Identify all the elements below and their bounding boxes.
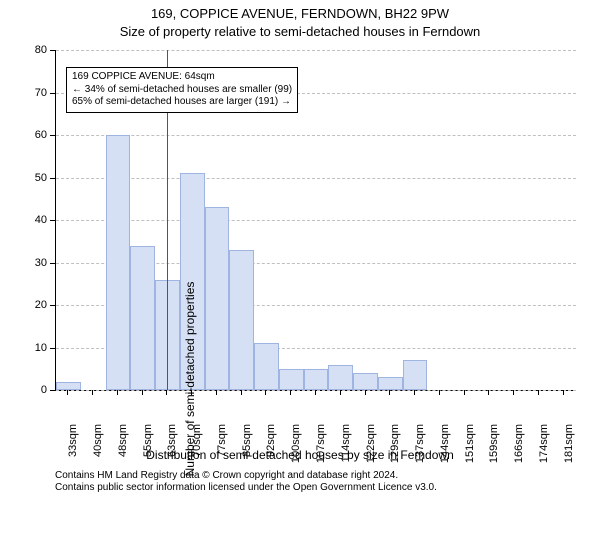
x-tick bbox=[117, 390, 118, 395]
y-tick bbox=[50, 50, 55, 51]
x-tick-label: 174sqm bbox=[538, 424, 550, 470]
y-tick-label: 30 bbox=[21, 257, 47, 269]
x-tick-label: 181sqm bbox=[563, 424, 575, 470]
histogram-bar bbox=[279, 369, 304, 390]
x-tick-label: 114sqm bbox=[340, 424, 352, 470]
x-tick bbox=[389, 390, 390, 395]
x-tick-label: 77sqm bbox=[216, 424, 228, 470]
y-tick-label: 50 bbox=[21, 172, 47, 184]
gridline bbox=[56, 390, 576, 391]
x-tick bbox=[414, 390, 415, 395]
y-tick-label: 70 bbox=[21, 87, 47, 99]
x-tick-label: 100sqm bbox=[290, 424, 302, 470]
annotation-line-2: ← 34% of semi-detached houses are smalle… bbox=[72, 84, 292, 95]
x-tick bbox=[216, 390, 217, 395]
y-tick-label: 10 bbox=[21, 342, 47, 354]
y-tick bbox=[50, 305, 55, 306]
histogram-bar bbox=[378, 377, 403, 390]
x-tick bbox=[166, 390, 167, 395]
y-tick bbox=[50, 348, 55, 349]
histogram-plot: 169 COPPICE AVENUE: 64sqm ← 34% of semi-d… bbox=[55, 50, 576, 391]
y-tick bbox=[50, 93, 55, 94]
annotation-line-1: 169 COPPICE AVENUE: 64sqm bbox=[72, 71, 215, 82]
histogram-bar bbox=[328, 365, 353, 391]
y-tick bbox=[50, 390, 55, 391]
x-tick bbox=[488, 390, 489, 395]
x-tick-label: 151sqm bbox=[464, 424, 476, 470]
gridline bbox=[56, 135, 576, 136]
y-tick bbox=[50, 220, 55, 221]
x-tick-label: 33sqm bbox=[67, 424, 79, 470]
histogram-bar bbox=[56, 382, 81, 391]
annotation-box: 169 COPPICE AVENUE: 64sqm ← 34% of semi-d… bbox=[66, 67, 298, 113]
x-tick bbox=[513, 390, 514, 395]
x-tick bbox=[315, 390, 316, 395]
annotation-line-3: 65% of semi-detached houses are larger (… bbox=[72, 96, 291, 107]
y-tick-label: 20 bbox=[21, 299, 47, 311]
histogram-bar bbox=[353, 373, 378, 390]
x-tick bbox=[92, 390, 93, 395]
x-tick bbox=[241, 390, 242, 395]
x-tick-label: 107sqm bbox=[315, 424, 327, 470]
gridline bbox=[56, 178, 576, 179]
histogram-bar bbox=[229, 250, 254, 390]
x-tick-label: 166sqm bbox=[513, 424, 525, 470]
x-tick bbox=[191, 390, 192, 395]
x-tick-label: 137sqm bbox=[414, 424, 426, 470]
footer-line-1: Contains HM Land Registry data © Crown c… bbox=[55, 470, 398, 481]
copyright-footer: Contains HM Land Registry data © Crown c… bbox=[55, 470, 437, 494]
histogram-bar bbox=[130, 246, 155, 391]
chart-title-2: Size of property relative to semi-detach… bbox=[0, 24, 600, 39]
y-tick-label: 60 bbox=[21, 129, 47, 141]
y-tick bbox=[50, 135, 55, 136]
histogram-bar bbox=[254, 343, 279, 390]
x-tick bbox=[67, 390, 68, 395]
y-tick-label: 40 bbox=[21, 214, 47, 226]
y-tick bbox=[50, 263, 55, 264]
histogram-bar bbox=[403, 360, 428, 390]
x-tick-label: 92sqm bbox=[265, 424, 277, 470]
x-tick bbox=[563, 390, 564, 395]
x-tick-label: 63sqm bbox=[166, 424, 178, 470]
x-tick bbox=[439, 390, 440, 395]
x-tick bbox=[265, 390, 266, 395]
x-tick bbox=[464, 390, 465, 395]
x-tick-label: 40sqm bbox=[92, 424, 104, 470]
histogram-bar bbox=[106, 135, 131, 390]
x-tick bbox=[340, 390, 341, 395]
footer-line-2: Contains public sector information licen… bbox=[55, 482, 437, 493]
x-tick bbox=[365, 390, 366, 395]
x-tick-label: 70sqm bbox=[191, 424, 203, 470]
y-tick-label: 80 bbox=[21, 44, 47, 56]
x-tick bbox=[538, 390, 539, 395]
x-tick-label: 85sqm bbox=[241, 424, 253, 470]
x-tick-label: 122sqm bbox=[365, 424, 377, 470]
y-tick bbox=[50, 178, 55, 179]
x-tick-label: 159sqm bbox=[488, 424, 500, 470]
y-tick-label: 0 bbox=[21, 384, 47, 396]
x-tick-label: 129sqm bbox=[389, 424, 401, 470]
chart-container: 169, COPPICE AVENUE, FERNDOWN, BH22 9PW … bbox=[0, 0, 600, 500]
histogram-bar bbox=[304, 369, 329, 390]
gridline bbox=[56, 50, 576, 51]
x-tick-label: 55sqm bbox=[142, 424, 154, 470]
x-tick-label: 144sqm bbox=[439, 424, 451, 470]
x-tick bbox=[290, 390, 291, 395]
histogram-bar bbox=[205, 207, 230, 390]
gridline bbox=[56, 220, 576, 221]
x-tick-label: 48sqm bbox=[117, 424, 129, 470]
chart-title-1: 169, COPPICE AVENUE, FERNDOWN, BH22 9PW bbox=[0, 6, 600, 21]
x-tick bbox=[142, 390, 143, 395]
